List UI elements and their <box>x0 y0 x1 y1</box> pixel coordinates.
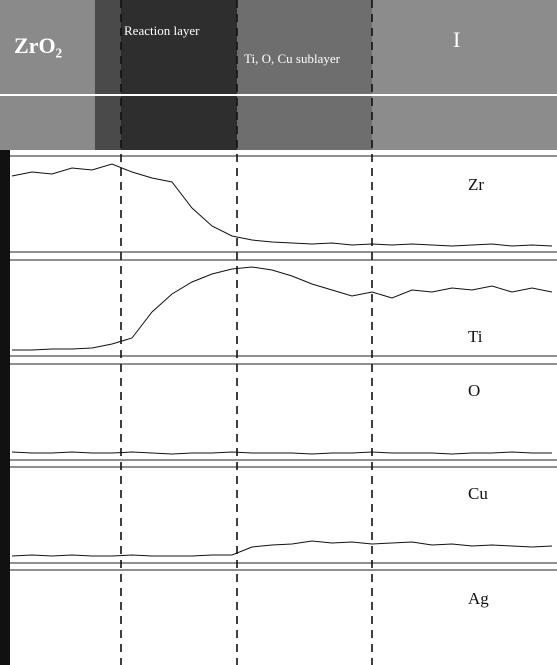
element-label: Ti <box>468 327 483 346</box>
profile-line <box>12 452 552 454</box>
reaction-label: Reaction layer <box>124 23 200 38</box>
element-label: Zr <box>468 175 484 194</box>
element-label: O <box>468 381 480 400</box>
figure: ZrO₂ Reaction layer Ti, O, Cu sublayer I… <box>0 0 557 665</box>
element-label: Ag <box>468 589 489 608</box>
left-border <box>0 150 10 665</box>
region-label: I <box>453 27 460 52</box>
element-label: Cu <box>468 484 488 503</box>
sublayer-label: Ti, O, Cu sublayer <box>244 51 341 66</box>
phase-label: ZrO₂ <box>14 33 63 58</box>
region-band <box>372 0 557 150</box>
profiles: Zr Ti O Cu Ag <box>10 156 557 608</box>
sublayer-band <box>237 0 372 150</box>
profile-line <box>12 541 552 556</box>
